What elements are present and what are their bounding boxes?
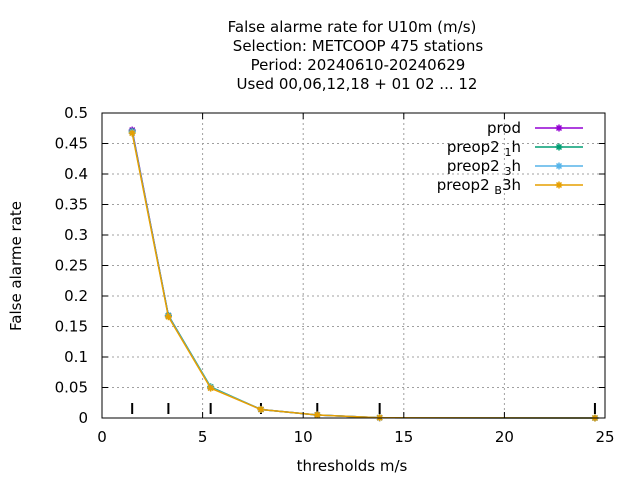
data-point	[313, 411, 321, 419]
y-tick-label: 0.1	[64, 348, 88, 366]
title-line-1: False alarme rate for U10m (m/s)	[228, 18, 477, 36]
legend-item-preop2_1h: preop2 1h	[447, 138, 583, 159]
y-tick-label: 0.5	[64, 104, 88, 122]
grid	[102, 113, 605, 418]
y-tick-label: 0.35	[55, 196, 88, 214]
y-tick-label: 0.25	[55, 257, 88, 275]
legend-label: preop2 3h	[447, 157, 521, 178]
x-tick-label: 25	[595, 428, 614, 446]
x-tick-label: 15	[394, 428, 413, 446]
series	[128, 126, 599, 422]
x-tick-label: 0	[97, 428, 107, 446]
title-line-4: Used 00,06,12,18 + 01 02 ... 12	[237, 75, 478, 93]
legend-marker	[555, 162, 563, 170]
x-tick-label: 5	[198, 428, 208, 446]
x-tick-label: 20	[495, 428, 514, 446]
threshold-markers	[131, 403, 596, 414]
x-axis-label: thresholds m/s	[297, 457, 408, 475]
y-tick-label: 0.4	[64, 165, 88, 183]
title-line-2: Selection: METCOOP 475 stations	[233, 37, 484, 55]
y-axis-ticks: 0 0.05 0.1 0.15 0.2 0.25 0.3 0.35 0.4 0.45 0.5	[55, 104, 605, 427]
legend-marker	[555, 124, 563, 132]
data-point	[164, 313, 172, 321]
series-preop2_1h	[128, 127, 599, 422]
legend-marker	[555, 181, 563, 189]
series-line	[131, 131, 595, 419]
x-axis-ticks: 0 5 10 15 20 25	[97, 113, 615, 446]
series-prod	[128, 126, 599, 422]
legend-item-preop2_3h: preop2 3h	[447, 157, 583, 178]
y-tick-label: 0.2	[64, 287, 88, 305]
series-preop2_3h	[128, 128, 599, 422]
data-point	[257, 405, 265, 413]
y-tick-label: 0	[78, 409, 88, 427]
legend-label: preop2 B3h	[437, 176, 521, 197]
y-tick-label: 0.3	[64, 226, 88, 244]
legend-marker	[555, 143, 563, 151]
legend-item-prod: prod	[487, 119, 583, 137]
title-line-3: Period: 20240610-20240629	[251, 56, 466, 74]
legend-label: preop2 1h	[447, 138, 521, 159]
series-line	[131, 129, 595, 419]
legend-label: prod	[487, 119, 521, 137]
series-preop2_B3h	[128, 129, 599, 422]
data-point	[207, 384, 215, 392]
y-axis-label: False alarme rate	[7, 201, 25, 331]
y-tick-label: 0.45	[55, 135, 88, 153]
x-tick-label: 10	[294, 428, 313, 446]
y-tick-label: 0.05	[55, 379, 88, 397]
data-point	[128, 129, 136, 137]
legend-item-preop2_B3h: preop2 B3h	[437, 176, 583, 197]
chart-title: False alarme rate for U10m (m/s) Selecti…	[228, 18, 484, 93]
y-tick-label: 0.15	[55, 318, 88, 336]
series-line	[131, 132, 595, 419]
